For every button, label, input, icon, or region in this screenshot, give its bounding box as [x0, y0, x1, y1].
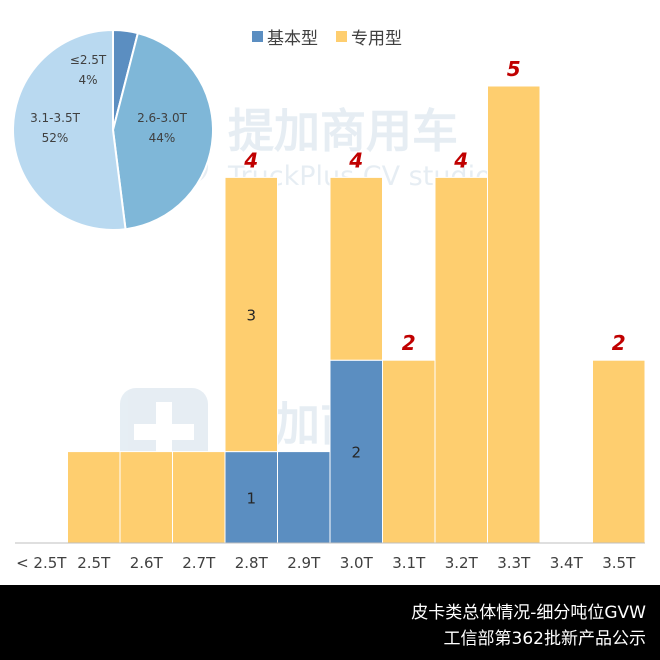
- x-tick-label: 3.5T: [602, 554, 636, 572]
- footer-title: 皮卡类总体情况-细分吨位GVW: [411, 603, 646, 623]
- footer-subtitle: 工信部第362批新产品公示: [443, 629, 646, 649]
- legend-item-basic: 基本型: [252, 24, 318, 49]
- total-label: 4: [348, 148, 363, 172]
- bar-special-11: [592, 359, 646, 544]
- x-tick-label: 2.6T: [130, 554, 164, 572]
- legend-swatch-special: [336, 31, 347, 42]
- x-tick-label: 2.5T: [77, 554, 111, 572]
- x-tick-label: 2.8T: [235, 554, 269, 572]
- bar-special-4: [224, 176, 278, 453]
- watermark-logo-icon-bar: [156, 402, 172, 462]
- bar-special-2: [119, 451, 173, 544]
- x-tick-label: 3.4T: [550, 554, 584, 572]
- x-tick-label: 3.2T: [445, 554, 479, 572]
- total-label: 2: [402, 331, 416, 355]
- segment-label: 1: [246, 489, 256, 507]
- x-tick-label: 3.1T: [392, 554, 426, 572]
- segment-label: 3: [246, 307, 256, 325]
- watermark-brand: 提加商用车: [228, 104, 458, 158]
- legend-label-basic: 基本型: [267, 29, 318, 49]
- bar-series-layer: 1 3 4 2 4 2 4 5 2: [67, 57, 646, 544]
- legend: 基本型 专用型: [252, 24, 420, 49]
- pie-slice-label: 2.6-3.0T: [137, 111, 187, 125]
- total-label: 2: [612, 331, 626, 355]
- pie-slice-percent: 44%: [149, 131, 176, 145]
- total-label: 5: [507, 57, 521, 81]
- legend-swatch-basic: [252, 31, 263, 42]
- total-label: 4: [243, 148, 258, 172]
- watermark-logo-icon-bar: [134, 424, 194, 440]
- bar-special-3: [172, 451, 226, 544]
- legend-label-special: 专用型: [351, 29, 402, 49]
- x-tick-label: 3.3T: [497, 554, 531, 572]
- bar-special-7: [382, 359, 436, 544]
- x-tick-labels: < 2.5T 2.5T 2.6T 2.7T 2.8T 2.9T 3.0T 3.1T 3.2T 3.…: [16, 554, 636, 572]
- footer-bar: 皮卡类总体情况-细分吨位GVW 工信部第362批新产品公示: [0, 585, 660, 660]
- bar-basic-5: [277, 451, 331, 544]
- legend-item-special: 专用型: [336, 24, 402, 49]
- pie-slice-2: [12, 28, 127, 231]
- pie-chart: ≤2.5T 4% 2.6-3.0T 44% 3.1-3.5T 52%: [12, 28, 214, 231]
- bar-special-1: [67, 451, 121, 544]
- bar-special-6: [329, 176, 383, 361]
- x-tick-label: 2.9T: [287, 554, 321, 572]
- pie-slice-percent: 4%: [78, 73, 97, 87]
- pie-slice-percent: 52%: [42, 131, 69, 145]
- bar-special-8: [434, 176, 488, 544]
- x-tick-label: 2.7T: [182, 554, 216, 572]
- pie-slice-label: 3.1-3.5T: [30, 111, 80, 125]
- bar-basic-6: [329, 359, 383, 544]
- pie-slice-label: ≤2.5T: [70, 53, 107, 67]
- pie-slice-1: [111, 31, 214, 231]
- total-label: 4: [453, 148, 468, 172]
- x-tick-label: < 2.5T: [16, 554, 67, 572]
- bar-special-9: [487, 85, 541, 544]
- x-tick-label: 3.0T: [340, 554, 374, 572]
- segment-label: 2: [351, 444, 361, 462]
